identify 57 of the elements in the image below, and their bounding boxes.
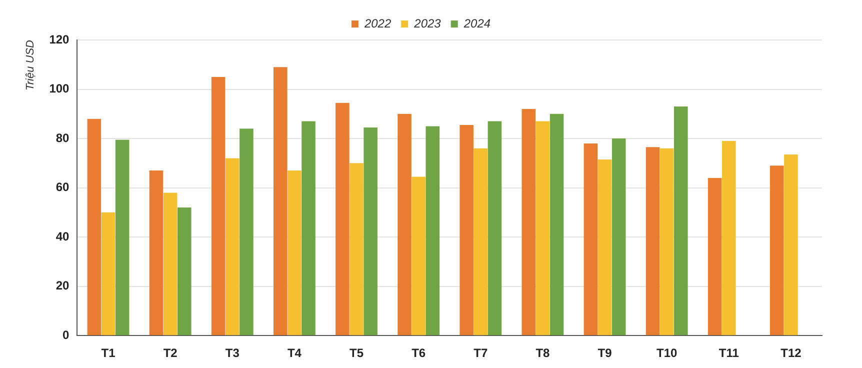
x-tick-label: T6: [412, 346, 426, 360]
bar: [87, 118, 102, 336]
bar: [273, 67, 288, 336]
bar: [364, 127, 378, 336]
bar: [149, 170, 164, 336]
x-tick-label: T12: [780, 346, 802, 360]
y-tick-label: 120: [49, 32, 70, 46]
y-tick-label: 100: [49, 82, 70, 96]
bar: [722, 140, 736, 336]
bar: [660, 148, 674, 336]
legend-label: 2024: [462, 16, 491, 30]
bar: [225, 158, 240, 336]
y-tick-label: 80: [56, 130, 70, 145]
bar: [460, 124, 474, 336]
y-tick-label: 0: [62, 328, 70, 342]
bar: [612, 138, 626, 336]
x-tick-label: T9: [598, 346, 612, 360]
legend-label: 2023: [413, 16, 442, 30]
x-tick-label: T7: [474, 346, 488, 360]
x-tick-label: T2: [163, 346, 178, 360]
bar: [708, 178, 722, 336]
bar: [302, 121, 316, 336]
x-tick-label: T10: [656, 346, 678, 360]
x-tick-label: T5: [350, 346, 364, 360]
x-tick-label: T8: [536, 346, 550, 360]
bar: [398, 114, 412, 336]
bar: [770, 166, 784, 336]
bar: [211, 76, 226, 336]
legend-label: 2022: [363, 16, 392, 30]
bar: [522, 108, 536, 336]
y-tick-label: 20: [56, 278, 70, 293]
bar: [163, 192, 178, 336]
y-tick-label: 60: [56, 180, 70, 194]
bar: [784, 154, 798, 336]
bar: [488, 121, 502, 336]
bar: [412, 176, 426, 336]
bar: [240, 128, 254, 336]
x-tick-label: T3: [225, 346, 240, 360]
y-tick-label: 40: [56, 229, 70, 244]
bar: [550, 114, 564, 336]
y-axis-title: Triệu USD: [24, 40, 37, 91]
bar: [584, 143, 598, 336]
bar: [674, 106, 688, 336]
x-tick-label: T1: [101, 346, 116, 360]
x-tick-label: T11: [718, 346, 740, 360]
bar: [536, 121, 550, 336]
bar: [288, 170, 302, 336]
bar: [474, 148, 488, 336]
bar: [115, 140, 130, 336]
bar: [350, 163, 364, 336]
x-tick-label: T4: [287, 346, 302, 360]
bar: [101, 212, 116, 336]
bar: [646, 147, 660, 336]
bar: [426, 126, 440, 336]
bar: [177, 208, 192, 336]
bar: [598, 159, 612, 336]
bar: [336, 102, 350, 336]
